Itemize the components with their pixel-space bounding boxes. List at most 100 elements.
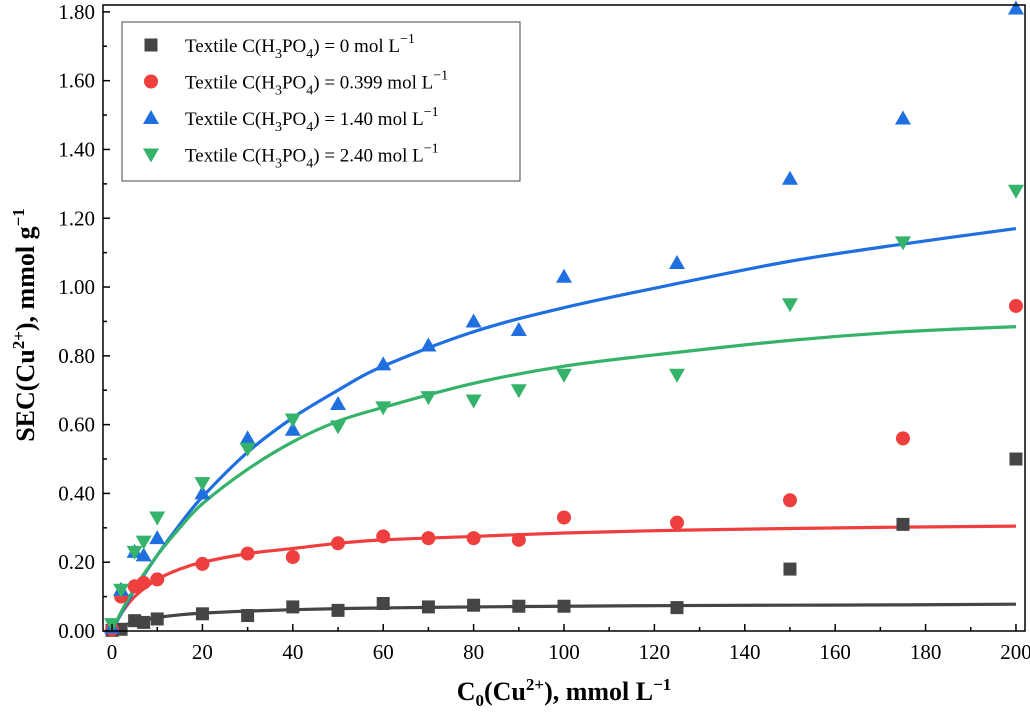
data-point-series-4 [375,401,392,416]
legend: Textile C(H3PO4) = 0 mol L−1 Textile C(H3… [121,21,521,182]
data-point-series-1 [896,517,910,531]
fit-curve-series-4 [110,325,1017,631]
y-tick-label: 0.60 [58,413,95,437]
data-point-series-3 [1007,0,1024,15]
y-axis-title: SEC(Cu2+), mmol g−1 [9,208,40,442]
legend-marker-3 [143,110,159,124]
data-point-series-4 [556,368,572,383]
x-tick-label: 80 [463,640,484,664]
data-point-series-1 [150,612,164,626]
x-tick-label: 60 [373,640,394,664]
data-point-series-2 [466,531,481,546]
data-point-series-4 [465,394,482,409]
x-tick-label: 180 [910,640,942,664]
data-point-series-4 [330,420,347,435]
data-point-series-2 [782,493,797,508]
data-point-series-1 [467,598,481,612]
data-point-series-2 [376,529,391,544]
data-point-series-2 [895,431,910,446]
data-point-series-4 [113,583,130,598]
legend-marker-4 [143,148,159,163]
data-point-series-3 [556,268,572,283]
data-point-series-3 [375,356,392,371]
data-point-series-4 [420,391,437,406]
data-point-series-3 [781,170,798,185]
data-point-series-3 [194,485,211,500]
x-tick-label: 120 [639,640,671,664]
data-point-series-1 [331,603,345,617]
data-point-series-3 [510,322,527,337]
data-point-series-4 [194,477,211,492]
data-point-series-1 [1009,452,1023,466]
data-point-series-3 [420,337,437,352]
data-point-series-1 [241,609,255,623]
data-point-series-4 [894,236,911,251]
y-tick-label: 0.40 [58,481,95,505]
y-tick-label: 1.20 [58,206,95,230]
y-tick-label: 0.20 [58,550,95,574]
legend-label-4: Textile C(H3PO4) = 2.40 mol L−1 [185,142,439,172]
data-point-series-1 [512,599,526,613]
data-point-series-2 [195,556,210,571]
data-point-series-4 [239,442,256,457]
data-point-series-4 [510,384,527,399]
data-point-series-2 [285,550,300,565]
y-tick-label: 0.80 [58,344,95,368]
data-point-series-3 [239,430,256,445]
data-point-series-4 [126,545,143,560]
y-tick-label: 1.80 [58,0,95,24]
y-tick-label: 0.00 [58,619,95,643]
data-point-series-3 [894,110,911,125]
y-tick-label: 1.40 [58,137,95,161]
data-point-series-4 [1007,184,1024,199]
x-tick-label: 0 [107,640,118,664]
data-point-series-4 [284,413,301,428]
data-point-series-3 [330,395,347,410]
data-point-series-1 [557,599,571,613]
data-point-series-2 [511,532,526,547]
x-tick-label: 160 [819,640,851,664]
x-tick-label: 100 [548,640,580,664]
y-tick-label: 1.60 [58,69,95,93]
x-tick-label: 20 [192,640,213,664]
legend-label-1: Textile C(H3PO4) = 0 mol L−1 [185,32,415,62]
x-tick-label: 40 [282,640,303,664]
fit-curves [110,226,1017,631]
data-point-series-2 [557,510,571,525]
legend-label-2: Textile C(H3PO4) = 0.399 mol L−1 [185,69,448,99]
data-point-series-1 [195,607,209,621]
legend-label-3: Textile C(H3PO4) = 1.40 mol L−1 [185,105,439,135]
data-point-series-2 [331,536,346,551]
data-point-series-1 [286,600,300,614]
legend-marker-1 [144,38,158,52]
data-point-series-1 [670,601,684,615]
data-point-series-3 [465,313,482,328]
data-point-series-3 [284,421,301,436]
data-point-series-4 [149,511,166,526]
data-point-series-1 [783,562,797,576]
y-axis: 0.00 0.20 0.40 0.60 0.80 1.00 1.20 1.40 1.60 1.80 [58,0,110,643]
data-point-series-3 [668,254,685,269]
data-point-series-2 [150,572,165,587]
legend-box [121,21,521,182]
x-tick-label: 140 [729,640,761,664]
y-tick-label: 1.00 [58,275,95,299]
data-point-series-4 [135,535,152,550]
fit-curve-series-3 [110,226,1017,631]
data-point-series-2 [669,515,684,530]
x-axis: 0 20 40 60 80 100 120 140 160 180 200 [107,624,1030,664]
data-point-series-1 [137,615,151,629]
data-point-series-2 [1008,298,1023,313]
data-point-series-3 [149,530,166,545]
legend-marker-2 [144,74,158,89]
data-point-series-1 [421,600,435,614]
x-axis-title: C0(Cu2+), mmol L−1 [457,675,672,710]
data-point-series-2 [421,531,436,546]
data-point-series-1 [376,596,390,610]
data-point-series-2 [240,546,255,561]
data-markers [104,0,1024,637]
x-tick-label: 200 [1000,640,1030,664]
data-point-series-4 [781,298,798,313]
